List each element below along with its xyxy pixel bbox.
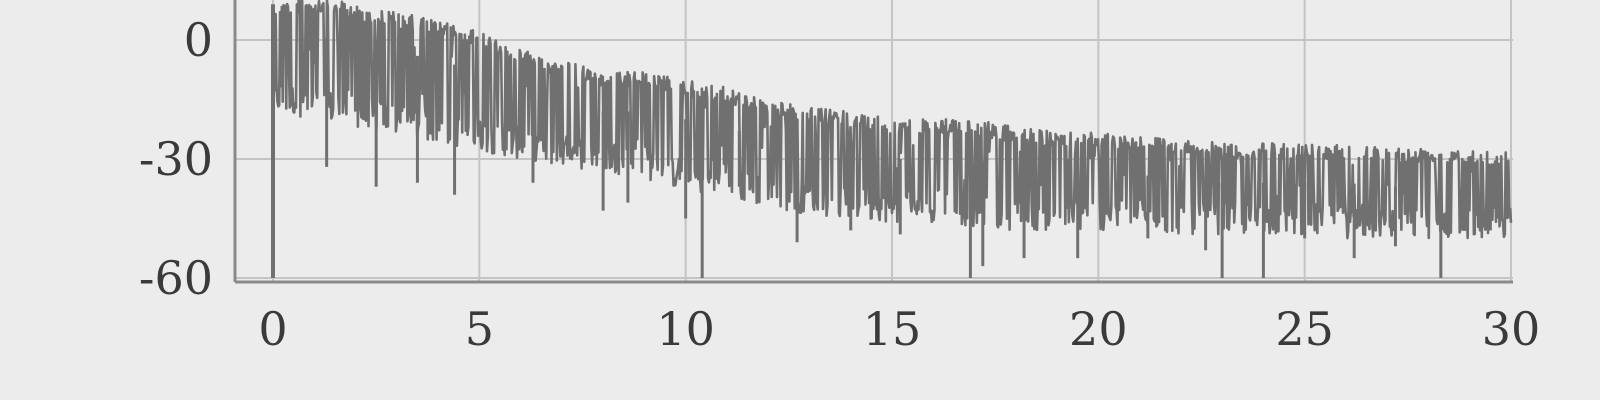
y-tick-label: 0: [184, 13, 213, 67]
series-trace: [271, 0, 1513, 278]
x-tick-label: 5: [465, 302, 494, 356]
x-tick-label: 0: [258, 302, 287, 356]
x-tick-label: 25: [1275, 302, 1334, 356]
y-tick-label: -30: [139, 132, 213, 186]
x-tick-label: 10: [656, 302, 715, 356]
x-tick-label: 20: [1069, 302, 1128, 356]
axes: [233, 0, 1513, 284]
y-tick-label: -60: [139, 251, 213, 305]
y-tick-labels: 0 -30 -60: [139, 13, 213, 305]
x-tick-label: 30: [1482, 302, 1541, 356]
x-tick-label: 15: [863, 302, 922, 356]
x-tick-labels: 0 5 10 15 20 25 30: [258, 302, 1540, 356]
